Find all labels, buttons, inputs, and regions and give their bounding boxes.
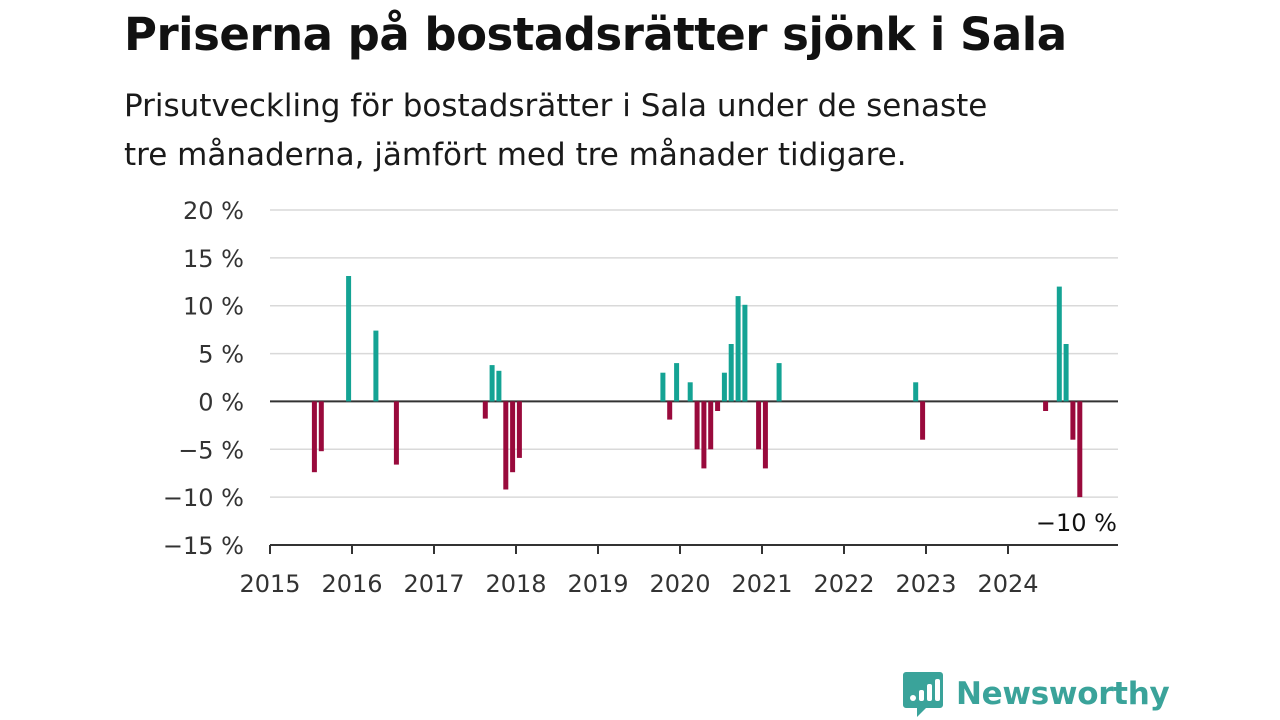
- bar: [1077, 401, 1083, 498]
- bar: [701, 401, 707, 469]
- bar: [708, 401, 714, 450]
- x-tick-label: 2015: [239, 570, 300, 598]
- x-tick-label: 2019: [567, 570, 628, 598]
- y-axis-labels: 20 % 15 % 10 % 5 % 0 % −5 % −10 % −15 %: [163, 197, 244, 560]
- bar: [660, 372, 666, 402]
- annotations: −10 %: [1036, 509, 1117, 537]
- chart-subtitle: Prisutveckling för bostadsrätter i Sala …: [124, 82, 1184, 180]
- subtitle-line-1: Prisutveckling för bostadsrätter i Sala …: [124, 88, 988, 124]
- x-tick-label: 2023: [895, 570, 956, 598]
- bar: [694, 401, 700, 450]
- y-tick-label: 15 %: [183, 245, 244, 273]
- bar: [503, 401, 509, 490]
- bar: [516, 401, 522, 458]
- bar: [373, 330, 379, 402]
- x-tick-label: 2020: [649, 570, 710, 598]
- bar: [496, 370, 502, 402]
- bar: [1043, 401, 1049, 411]
- x-tick-label: 2017: [403, 570, 464, 598]
- bar: [346, 276, 352, 402]
- bar: [489, 365, 495, 402]
- x-tick-label: 2024: [977, 570, 1038, 598]
- x-tick-label: 2018: [485, 570, 546, 598]
- bar: [742, 304, 748, 402]
- bar: [1063, 344, 1069, 402]
- bar: [510, 401, 516, 473]
- bar: [482, 401, 488, 419]
- x-axis: 2015 2016 2017 2018 2019 2020 2021 2022 2023 2024: [239, 544, 1118, 598]
- y-tick-label: 0 %: [198, 388, 244, 416]
- newsworthy-logo-icon: [903, 672, 943, 717]
- bar: [920, 401, 926, 440]
- bar: [776, 363, 782, 402]
- y-tick-label: 5 %: [198, 341, 244, 369]
- y-tick-label: 20 %: [183, 197, 244, 225]
- bar: [674, 363, 680, 402]
- bars: [311, 276, 1083, 498]
- bar: [715, 401, 721, 411]
- chart-title: Priserna på bostadsrätter sjönk i Sala: [124, 8, 1067, 61]
- y-tick-label: 10 %: [183, 293, 244, 321]
- y-tick-label: −15 %: [163, 532, 244, 560]
- bar: [393, 401, 399, 465]
- bar: [762, 401, 768, 469]
- bar: [1070, 401, 1076, 440]
- bar: [318, 401, 324, 452]
- subtitle-line-2: tre månaderna, jämfört med tre månader t…: [124, 137, 907, 173]
- x-tick-label: 2016: [321, 570, 382, 598]
- bar: [913, 382, 919, 402]
- x-tick-label: 2021: [731, 570, 792, 598]
- brand-name: Newsworthy: [956, 676, 1170, 712]
- bar: [311, 401, 317, 473]
- bar: [735, 296, 741, 402]
- bar: [728, 344, 734, 402]
- gridlines: [270, 209, 1118, 498]
- x-tick-label: 2022: [813, 570, 874, 598]
- bar: [1056, 286, 1062, 402]
- bar: [687, 382, 693, 402]
- brand-logo: Newsworthy: [902, 668, 1170, 720]
- y-tick-label: −5 %: [178, 436, 244, 464]
- bar: [667, 401, 673, 420]
- y-tick-label: −10 %: [163, 484, 244, 512]
- value-annotation: −10 %: [1036, 509, 1117, 537]
- bar: [756, 401, 762, 450]
- bar: [721, 372, 727, 402]
